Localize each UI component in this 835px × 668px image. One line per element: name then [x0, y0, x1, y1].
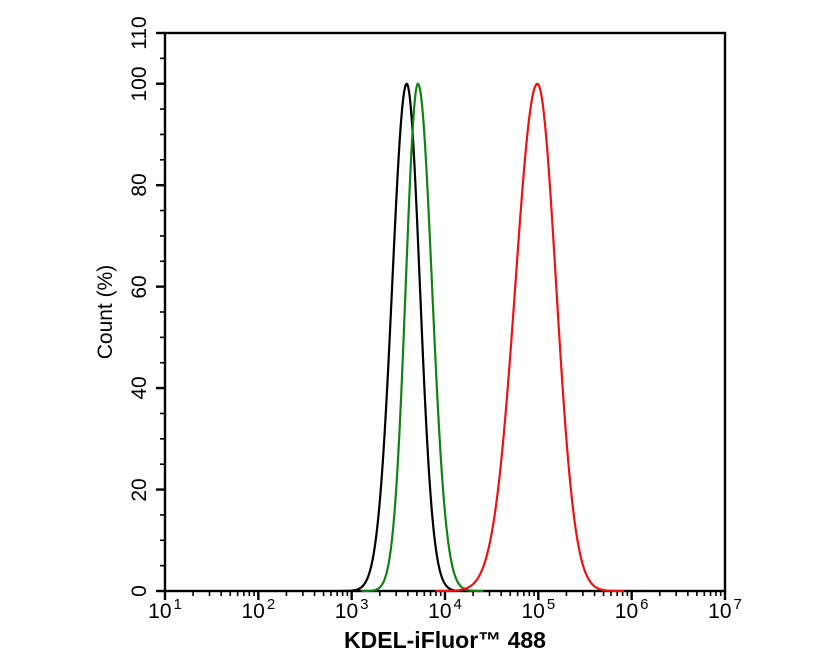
y-axis-ticks [156, 31, 165, 593]
x-tick-label-10e4: 10 4 [428, 596, 462, 623]
x-axis-ticks [163, 591, 727, 600]
curve-red [435, 82, 625, 593]
y-tick-label-20: 20 [128, 477, 151, 502]
x-tick-label-10e7: 10 7 [708, 596, 742, 623]
y-tick-label-80: 80 [128, 173, 151, 197]
x-tick-label-10e2: 10 2 [241, 596, 276, 623]
curve-green [361, 82, 484, 593]
y-tick-label-0: 0 [128, 585, 151, 597]
y-tick-label-100: 100 [128, 66, 151, 102]
y-tick-label-60: 60 [128, 274, 151, 299]
x-tick-label-10e6: 10 6 [614, 596, 649, 623]
curve-black [339, 82, 468, 593]
y-axis-title: Count (%) [94, 264, 117, 360]
y-tick-label-40: 40 [128, 376, 151, 400]
x-tick-label-10e1: 10 1 [148, 596, 182, 623]
x-axis-title: KDEL-iFluor™ 488 [344, 627, 546, 653]
y-tick-label-110: 110 [128, 16, 151, 50]
x-tick-label-10e3: 10 3 [334, 596, 369, 623]
x-tick-label-10e5: 10 5 [521, 596, 556, 623]
